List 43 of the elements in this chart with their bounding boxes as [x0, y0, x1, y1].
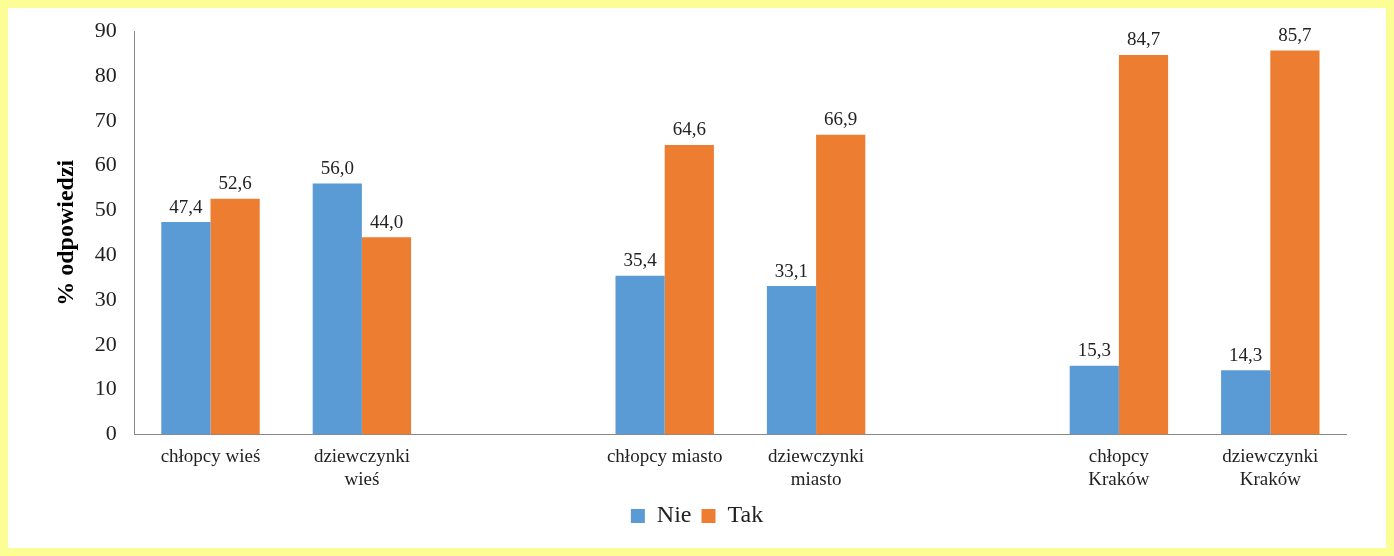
y-tick-label: 10	[94, 375, 117, 401]
y-tick-label: 70	[94, 106, 117, 132]
bar	[1069, 365, 1119, 435]
data-label: 64,6	[672, 118, 706, 140]
bar	[1118, 54, 1169, 435]
y-tick-label: 30	[94, 285, 117, 311]
x-tick-label: dziewczynki Kraków	[1222, 444, 1319, 489]
y-tick-label: 40	[94, 240, 117, 266]
y-tick-label: 60	[94, 151, 117, 177]
x-tick-label: chłopcy wieś	[160, 444, 261, 466]
y-axis-title: % odpowiedzi	[51, 159, 78, 306]
bar	[161, 222, 211, 435]
data-label: 84,7	[1126, 28, 1161, 50]
data-label: 56,0	[320, 157, 354, 178]
x-tick-label: dziewczynki wieś	[313, 444, 410, 489]
bar	[615, 275, 665, 435]
y-tick-label: 90	[94, 16, 117, 42]
x-tick-label: chłopcy Kraków	[1088, 444, 1150, 489]
y-tick-label: 80	[94, 61, 117, 87]
y-tick-label: 20	[94, 330, 117, 356]
data-label: 35,4	[623, 249, 658, 271]
y-tick-label: 0	[105, 420, 117, 446]
bar	[1270, 50, 1320, 435]
data-label: 52,6	[218, 172, 252, 194]
bar	[816, 134, 866, 435]
data-label: 14,3	[1229, 343, 1263, 365]
data-label: 33,1	[774, 259, 809, 281]
data-label: 47,4	[169, 195, 204, 217]
bar	[312, 183, 362, 435]
data-label: 66,9	[824, 108, 858, 130]
bar	[210, 198, 260, 435]
legend-label: Nie	[656, 501, 692, 528]
x-tick-label: dziewczynki miasto	[768, 444, 865, 489]
legend-label: Tak	[727, 501, 764, 528]
y-tick-label: 50	[94, 196, 117, 222]
bar	[766, 286, 817, 435]
data-label: 15,3	[1077, 339, 1111, 361]
data-label: 85,7	[1278, 23, 1312, 45]
bar	[1221, 370, 1271, 435]
bar	[361, 237, 412, 435]
x-tick-label: chłopcy miasto	[606, 444, 723, 466]
data-label: 44,0	[369, 210, 404, 232]
bar	[664, 144, 714, 435]
